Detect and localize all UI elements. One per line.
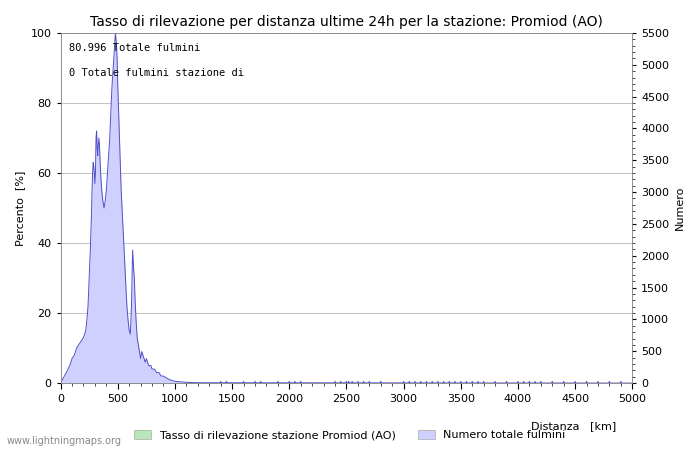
Y-axis label: Percento  [%]: Percento [%]: [15, 171, 25, 246]
Y-axis label: Numero: Numero: [675, 186, 685, 230]
Text: www.lightningmaps.org: www.lightningmaps.org: [7, 436, 122, 446]
Text: 0 Totale fulmini stazione di: 0 Totale fulmini stazione di: [69, 68, 244, 78]
Legend: Tasso di rilevazione stazione Promiod (AO), Numero totale fulmini: Tasso di rilevazione stazione Promiod (A…: [130, 425, 570, 445]
Text: 80.996 Totale fulmini: 80.996 Totale fulmini: [69, 44, 200, 54]
Title: Tasso di rilevazione per distanza ultime 24h per la stazione: Promiod (AO): Tasso di rilevazione per distanza ultime…: [90, 15, 603, 29]
Text: Distanza   [km]: Distanza [km]: [531, 421, 616, 431]
